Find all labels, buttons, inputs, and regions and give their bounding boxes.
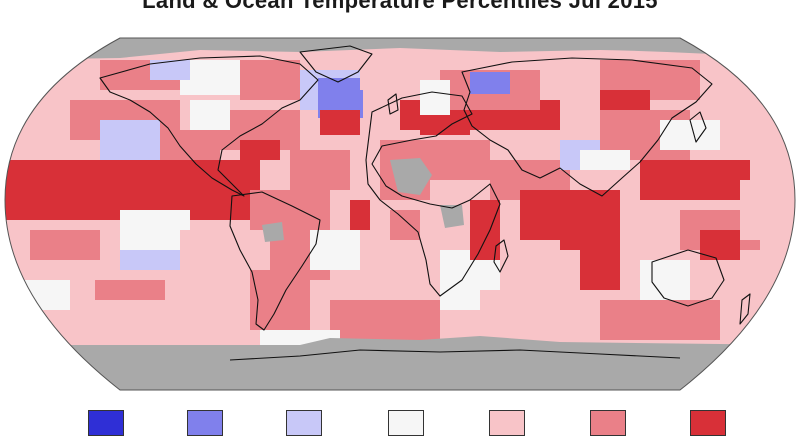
percentile-cell xyxy=(420,80,450,120)
percentile-cell xyxy=(600,300,720,340)
no-data-region xyxy=(262,222,284,242)
percentile-cell xyxy=(600,90,650,110)
greenland-coast xyxy=(299,45,373,83)
percentile-cell xyxy=(120,250,180,270)
percentile-cell xyxy=(100,120,160,160)
percentile-cell xyxy=(250,270,310,330)
globe-outline xyxy=(4,37,796,391)
percentile-cell xyxy=(10,280,70,310)
percentile-cell xyxy=(320,110,360,135)
percentile-cell xyxy=(190,100,230,130)
percentile-cell xyxy=(470,72,510,94)
percentile-cell xyxy=(640,160,750,200)
madagascar-coast xyxy=(493,239,509,273)
percentile-cell xyxy=(30,230,100,260)
percentile-cell xyxy=(330,300,440,340)
percentile-cell xyxy=(580,150,630,170)
coastlines xyxy=(99,45,751,361)
europe-africa-coast xyxy=(365,91,501,297)
percentile-cell xyxy=(390,210,420,240)
percentile-cell xyxy=(500,110,560,130)
south-america-coast xyxy=(229,191,321,331)
percentile-cell xyxy=(520,250,580,290)
no-data-region xyxy=(5,336,795,390)
no-data-region xyxy=(390,158,432,195)
north-america-coast xyxy=(99,55,319,197)
percentile-cell xyxy=(240,140,280,160)
percentile-cell xyxy=(120,210,190,250)
australia-coast xyxy=(651,249,725,307)
percentile-cell xyxy=(160,130,220,160)
percentile-cell xyxy=(640,260,690,300)
percentile-cell xyxy=(660,120,720,150)
percentile-cell xyxy=(740,180,790,240)
percentile-cell xyxy=(310,230,360,270)
percentile-cell xyxy=(150,60,190,80)
antarctica-coast xyxy=(229,349,681,361)
percentile-cell xyxy=(740,300,790,340)
percentile-cell xyxy=(520,190,620,240)
no-data-region xyxy=(440,205,464,228)
percentile-cell xyxy=(420,115,470,135)
percentile-cell xyxy=(290,150,350,190)
japan-coast xyxy=(689,111,707,143)
percentile-cell xyxy=(240,60,300,100)
percentile-cell xyxy=(350,200,370,230)
uk-coast xyxy=(387,93,399,115)
percentile-cell xyxy=(180,230,270,270)
new-zealand-coast xyxy=(739,293,751,325)
percentile-cell xyxy=(480,290,540,330)
asia-coast xyxy=(461,57,713,197)
map-title: Land & Ocean Temperature Percentiles Jul… xyxy=(142,0,658,13)
percentile-cell xyxy=(700,60,780,120)
percentile-cell xyxy=(360,60,420,90)
no-data-region xyxy=(5,38,795,60)
